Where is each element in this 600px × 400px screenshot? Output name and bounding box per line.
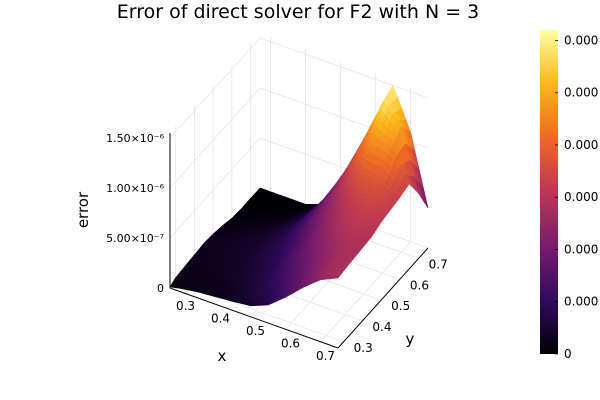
y-axis-title: y [406,330,415,348]
y-tick-label: 0.4 [372,320,391,334]
colorbar-tick-label: 0.000 [564,86,598,100]
z-tick-label: 0 [157,282,164,295]
axes [169,133,429,349]
x-tick-label: 0.7 [316,349,335,363]
x-axis-title: x [218,347,227,365]
y-tick-label: 0.5 [391,299,410,313]
z-tick-label: 5.00×10⁻⁷ [106,232,164,245]
y-tick-label: 0.6 [410,278,429,292]
axis-labels: 0.30.40.50.60.70.30.40.50.60.705.00×10⁻⁷… [74,132,448,365]
y-tick-label: 0.3 [354,341,373,355]
x-tick-label: 0.4 [211,311,230,325]
grid-line [169,37,429,139]
y-tick-label: 0.7 [429,257,448,271]
colorbar: 0 0.000 0.000 0.000 0.000 0.000 0.000 [540,30,598,361]
colorbar-tick-label: 0 [564,347,572,361]
colorbar-tick-label: 0.000 [564,242,598,256]
colorbar-tick-label: 0.000 [564,33,598,47]
x-axis-line [169,287,339,349]
surface [169,84,429,307]
colorbar-tick-label: 0.000 [564,295,598,309]
x-tick-label: 0.6 [281,336,300,350]
z-tick-label: 1.00×10⁻⁶ [106,182,165,195]
y-axis-line [337,247,429,349]
z-axis-title: error [74,191,92,228]
colorbar-bar [540,30,558,354]
colorbar-tick-label: 0.000 [564,138,598,152]
chart-title: Error of direct solver for F2 with N = 3 [117,1,480,23]
surface-patch [332,275,341,279]
z-tick-label: 1.50×10⁻⁶ [106,132,165,145]
colorbar-tick-label: 0.000 [564,190,598,204]
x-tick-label: 0.5 [246,324,265,338]
x-tick-label: 0.3 [176,299,195,313]
